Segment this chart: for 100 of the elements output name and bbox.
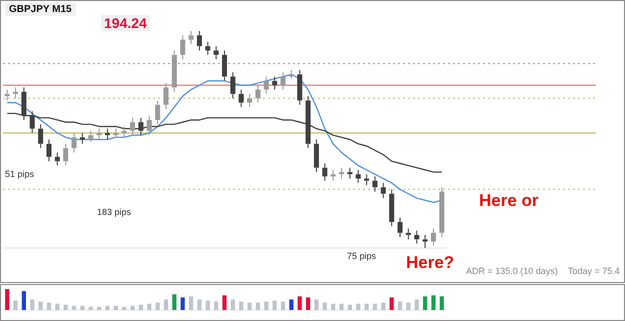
candlestick — [439, 186, 444, 238]
bar — [138, 304, 144, 310]
bar — [64, 304, 68, 310]
candlestick — [188, 30, 194, 45]
bar — [406, 302, 410, 310]
bar — [256, 302, 260, 310]
candlestick — [38, 124, 44, 149]
bar — [38, 302, 43, 310]
annotation: 51 pips — [5, 169, 34, 179]
candlestick — [72, 132, 77, 154]
bar — [147, 304, 152, 310]
bar — [272, 300, 277, 310]
candlestick — [146, 115, 152, 136]
bar — [55, 304, 60, 310]
candlestick — [230, 72, 236, 99]
bar — [289, 300, 294, 310]
bar — [105, 306, 110, 310]
text: Here? — [406, 253, 454, 273]
bar — [247, 302, 252, 310]
bar — [298, 296, 302, 310]
candlestick — [180, 34, 186, 60]
candlestick — [13, 86, 18, 99]
bar — [164, 300, 168, 310]
bar — [390, 297, 394, 310]
bar — [230, 300, 235, 310]
annotation: 194.24 — [101, 15, 150, 31]
bar — [156, 302, 160, 310]
bar — [88, 306, 93, 310]
bar — [46, 302, 52, 310]
candlestick — [4, 89, 10, 101]
bar — [372, 304, 378, 310]
candlestick — [155, 100, 160, 125]
text: Here or — [479, 191, 539, 211]
bar — [30, 300, 34, 310]
candlestick — [422, 234, 428, 248]
bar — [80, 306, 84, 310]
candlestick — [264, 76, 269, 94]
bar — [398, 302, 402, 310]
bar — [13, 300, 18, 310]
bar — [322, 302, 327, 310]
candlestick — [46, 139, 52, 162]
bar — [339, 304, 344, 310]
annotation: 183 pips — [97, 207, 132, 217]
candlestick — [380, 182, 386, 199]
text: 75 pips — [347, 251, 376, 261]
candlestick — [330, 169, 336, 182]
bar — [431, 295, 436, 310]
candlestick — [214, 46, 219, 60]
candlestick — [122, 126, 127, 138]
bar — [172, 294, 176, 310]
bar — [239, 302, 244, 310]
candlestick — [172, 50, 177, 92]
candlestick — [356, 169, 361, 184]
candlestick — [80, 132, 85, 144]
bar — [423, 296, 428, 310]
text: ADR = 135.0 (10 days) — [466, 266, 558, 276]
candlestick — [163, 82, 168, 110]
bar — [22, 291, 26, 310]
candlestick — [113, 128, 118, 138]
chart-title: GBPJPY M15 — [5, 3, 76, 16]
candlestick — [364, 174, 370, 186]
candlestick — [205, 41, 210, 56]
candlestick — [196, 30, 202, 52]
candlestick — [414, 230, 420, 244]
bar — [314, 300, 319, 310]
bar — [381, 302, 386, 310]
candlestick — [314, 139, 319, 173]
candlestick — [322, 162, 328, 182]
candlestick — [96, 128, 102, 140]
bar — [188, 296, 194, 310]
candlestick — [238, 89, 244, 108]
candlestick — [280, 72, 286, 90]
candlestick — [398, 217, 403, 238]
candlestick — [430, 228, 436, 246]
candlestick — [130, 117, 136, 136]
bar — [5, 289, 10, 310]
candlestick — [372, 176, 378, 192]
bar — [206, 300, 210, 310]
candlestick — [406, 228, 411, 240]
bar — [122, 306, 126, 310]
bar — [414, 300, 419, 310]
candlestick — [255, 84, 260, 104]
bar — [348, 304, 352, 310]
candlestick — [288, 70, 294, 80]
candlestick — [222, 50, 228, 82]
bar — [130, 306, 135, 310]
bar — [97, 306, 102, 310]
bar — [440, 296, 444, 310]
bar — [331, 304, 336, 310]
candlestick — [347, 167, 352, 180]
candlestick — [339, 167, 344, 180]
bar — [214, 302, 218, 310]
bar — [264, 302, 268, 310]
candlestick — [389, 188, 394, 227]
bar — [180, 297, 185, 310]
candlestick — [104, 128, 110, 140]
bar — [280, 302, 286, 310]
bar — [306, 297, 310, 310]
bar — [356, 304, 360, 310]
candlestick — [247, 93, 252, 108]
